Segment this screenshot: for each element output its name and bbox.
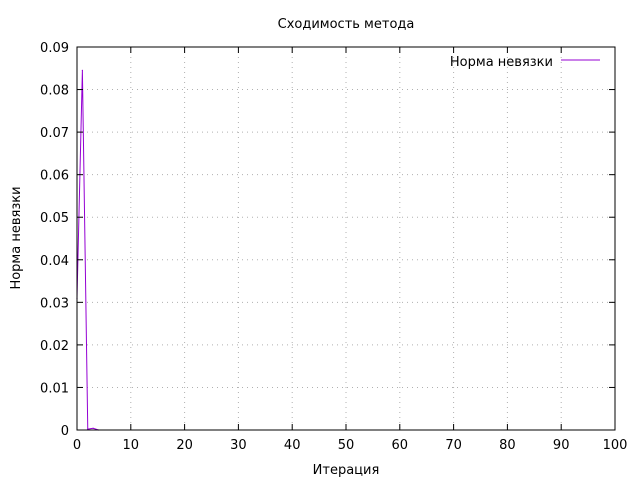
x-tick-label: 50 [338,438,355,453]
grid-lines [77,47,615,430]
y-tick-label: 0.05 [40,211,69,226]
x-axis-ticks: 0 10 20 30 40 50 60 70 80 90 100 [73,47,628,453]
data-point [87,428,89,430]
data-point [81,69,83,72]
y-tick-label: 0.02 [40,339,69,354]
chart-title: Сходимость метода [278,17,415,32]
y-tick-label: 0 [61,424,69,439]
x-tick-label: 100 [603,438,628,453]
x-tick-label: 90 [553,438,570,453]
legend-label: Норма невязки [450,55,553,70]
y-tick-label: 0.09 [40,41,69,56]
x-tick-label: 60 [392,438,409,453]
data-point [92,427,94,429]
y-tick-label: 0.06 [40,169,69,184]
x-tick-label: 0 [73,438,81,453]
y-axis-label: Норма невязки [9,186,24,289]
x-tick-label: 70 [445,438,462,453]
x-tick-label: 20 [176,438,193,453]
y-tick-label: 0.03 [40,296,69,311]
y-tick-label: 0.04 [40,254,69,269]
series-layer [76,69,100,431]
x-tick-label: 80 [499,438,516,453]
y-tick-label: 0.01 [40,381,69,396]
legend: Норма невязки [450,55,600,70]
x-axis-label: Итерация [313,463,380,478]
y-tick-label: 0.08 [40,84,69,99]
x-tick-label: 10 [123,438,140,453]
x-tick-label: 40 [284,438,301,453]
series-line [76,70,99,431]
x-tick-label: 30 [230,438,247,453]
y-axis-ticks: 0 0.01 0.02 0.03 0.04 0.05 0.06 0.07 0.08 0.09 [40,41,615,439]
y-tick-label: 0.07 [40,126,69,141]
